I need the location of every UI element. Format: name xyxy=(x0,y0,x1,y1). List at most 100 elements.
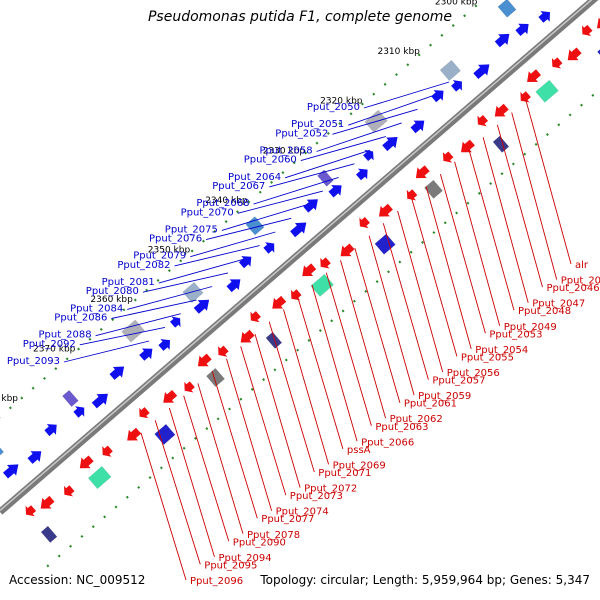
forward-gene-block xyxy=(497,0,517,18)
reverse-gene-label: Pput_2061 xyxy=(404,399,457,410)
reverse-gene-label: Pput_2095 xyxy=(204,560,257,571)
reverse-leader-line xyxy=(397,210,444,373)
reverse-leader-line xyxy=(482,137,529,303)
forward-leader-line xyxy=(253,176,339,205)
forward-gene-block xyxy=(439,59,461,81)
reverse-gene-arrow xyxy=(520,91,531,103)
reverse-gene-block xyxy=(492,135,510,153)
scale-label: 2300 kbp xyxy=(435,0,478,8)
reverse-leader-line xyxy=(254,333,301,488)
forward-gene-block xyxy=(0,447,5,456)
forward-gene-arrow xyxy=(158,339,170,351)
reverse-gene-block xyxy=(597,49,600,56)
forward-gene-arrow xyxy=(290,222,307,238)
reverse-gene-arrow xyxy=(415,165,430,179)
reverse-leader-line xyxy=(197,383,244,534)
reverse-gene-arrow xyxy=(320,257,331,269)
reverse-gene-block xyxy=(87,465,112,490)
forward-gene-arrow xyxy=(139,348,153,361)
reverse-gene-label: Pput_2046 xyxy=(547,283,600,294)
forward-gene-arrow xyxy=(226,279,241,293)
reverse-gene-arrow xyxy=(582,24,593,36)
forward-gene-arrow xyxy=(170,316,181,328)
reverse-gene-label: Pput_2059 xyxy=(418,391,471,402)
forward-gene-label: Pput_2079 xyxy=(133,251,186,262)
forward-leader-line xyxy=(284,149,371,179)
scale-label: 2360 kbp xyxy=(90,295,133,305)
reverse-gene-arrow xyxy=(79,455,94,469)
outer-dotted-track xyxy=(0,0,485,419)
topology-summary: Topology: circular; Length: 5,959,964 bp… xyxy=(260,573,590,587)
forward-leader-line xyxy=(205,217,292,241)
forward-gene-arrow xyxy=(356,168,368,181)
reverse-gene-arrow xyxy=(340,243,355,257)
forward-gene-arrow xyxy=(451,80,462,92)
reverse-gene-label: Pput_2045 xyxy=(561,276,600,287)
forward-gene-block xyxy=(317,169,334,187)
reverse-gene-label: Pput_2071 xyxy=(318,468,371,479)
scale-label: 2350 kbp xyxy=(148,246,191,256)
scale-label: 2330 kbp xyxy=(263,146,306,156)
scale-label: 2380 kbp xyxy=(0,394,18,404)
reverse-gene-label: Pput_2047 xyxy=(532,299,585,310)
reverse-gene-arrow xyxy=(494,103,509,117)
forward-gene-label: Pput_2080 xyxy=(86,286,139,297)
track-layer xyxy=(0,0,600,568)
reverse-leader-line xyxy=(297,297,344,450)
accession-text: Accession: NC_009512 xyxy=(9,573,146,587)
reverse-leader-line xyxy=(382,223,429,380)
forward-gene-label: Pput_2052 xyxy=(275,128,328,139)
reverse-leader-line xyxy=(140,432,187,581)
reverse-gene-block xyxy=(265,331,283,349)
forward-gene-label: Pput_2086 xyxy=(54,313,107,324)
reverse-leader-line xyxy=(240,346,287,496)
forward-gene-block xyxy=(121,319,145,343)
forward-gene-label: Pput_2050 xyxy=(307,102,360,113)
reverse-gene-arrow xyxy=(127,427,142,441)
genome-backbone xyxy=(0,0,599,515)
forward-gene-label: Pput_2051 xyxy=(291,119,344,130)
forward-gene-arrow xyxy=(27,451,42,464)
forward-gene-block xyxy=(182,281,204,304)
reverse-leader-line xyxy=(283,309,330,465)
forward-gene-arrow xyxy=(431,90,444,103)
reverse-leader-line xyxy=(525,100,572,265)
reverse-gene-arrow xyxy=(477,115,488,127)
inner-dotted-track xyxy=(46,87,600,568)
scale-label: 2310 kbp xyxy=(377,47,420,57)
reverse-leader-line xyxy=(340,260,387,419)
reverse-gene-arrow xyxy=(527,69,541,82)
forward-leader-line xyxy=(95,313,181,337)
forward-leader-line xyxy=(237,190,323,214)
forward-gene-arrow xyxy=(410,120,425,134)
forward-gene-arrow xyxy=(109,366,125,380)
forward-gene-arrow xyxy=(91,393,108,409)
reverse-leader-line xyxy=(183,395,230,542)
forward-leader-line xyxy=(63,340,150,363)
forward-gene-label: Pput_2058 xyxy=(260,146,313,157)
forward-leader-line xyxy=(127,286,213,310)
reverse-gene-arrow xyxy=(218,345,229,357)
reverse-gene-arrow xyxy=(302,263,317,277)
reverse-gene-arrow xyxy=(163,390,178,403)
forward-gene-label: Pput_2082 xyxy=(117,260,170,271)
forward-leader-line xyxy=(174,245,260,267)
forward-gene-arrow xyxy=(382,137,398,152)
forward-gene-arrow xyxy=(363,149,374,161)
forward-gene-arrow xyxy=(515,23,529,36)
reverse-gene-arrow xyxy=(25,505,37,517)
forward-leader-line xyxy=(158,258,244,284)
scale-label: 2320 kbp xyxy=(320,97,363,107)
forward-gene-label: Pput_2081 xyxy=(102,277,155,288)
reverse-gene-label: Pput_2077 xyxy=(261,514,314,525)
forward-gene-block xyxy=(62,389,79,407)
reverse-leader-line xyxy=(439,173,486,334)
scale-label: 2370 kbp xyxy=(33,345,76,355)
genome-backbone-highlight xyxy=(0,0,593,512)
reverse-gene-label: Pput_2062 xyxy=(390,414,443,425)
forward-gene-arrow xyxy=(44,424,57,437)
forward-gene-label: Pput_2060 xyxy=(244,155,297,166)
reverse-gene-label: Pput_2094 xyxy=(219,553,272,564)
